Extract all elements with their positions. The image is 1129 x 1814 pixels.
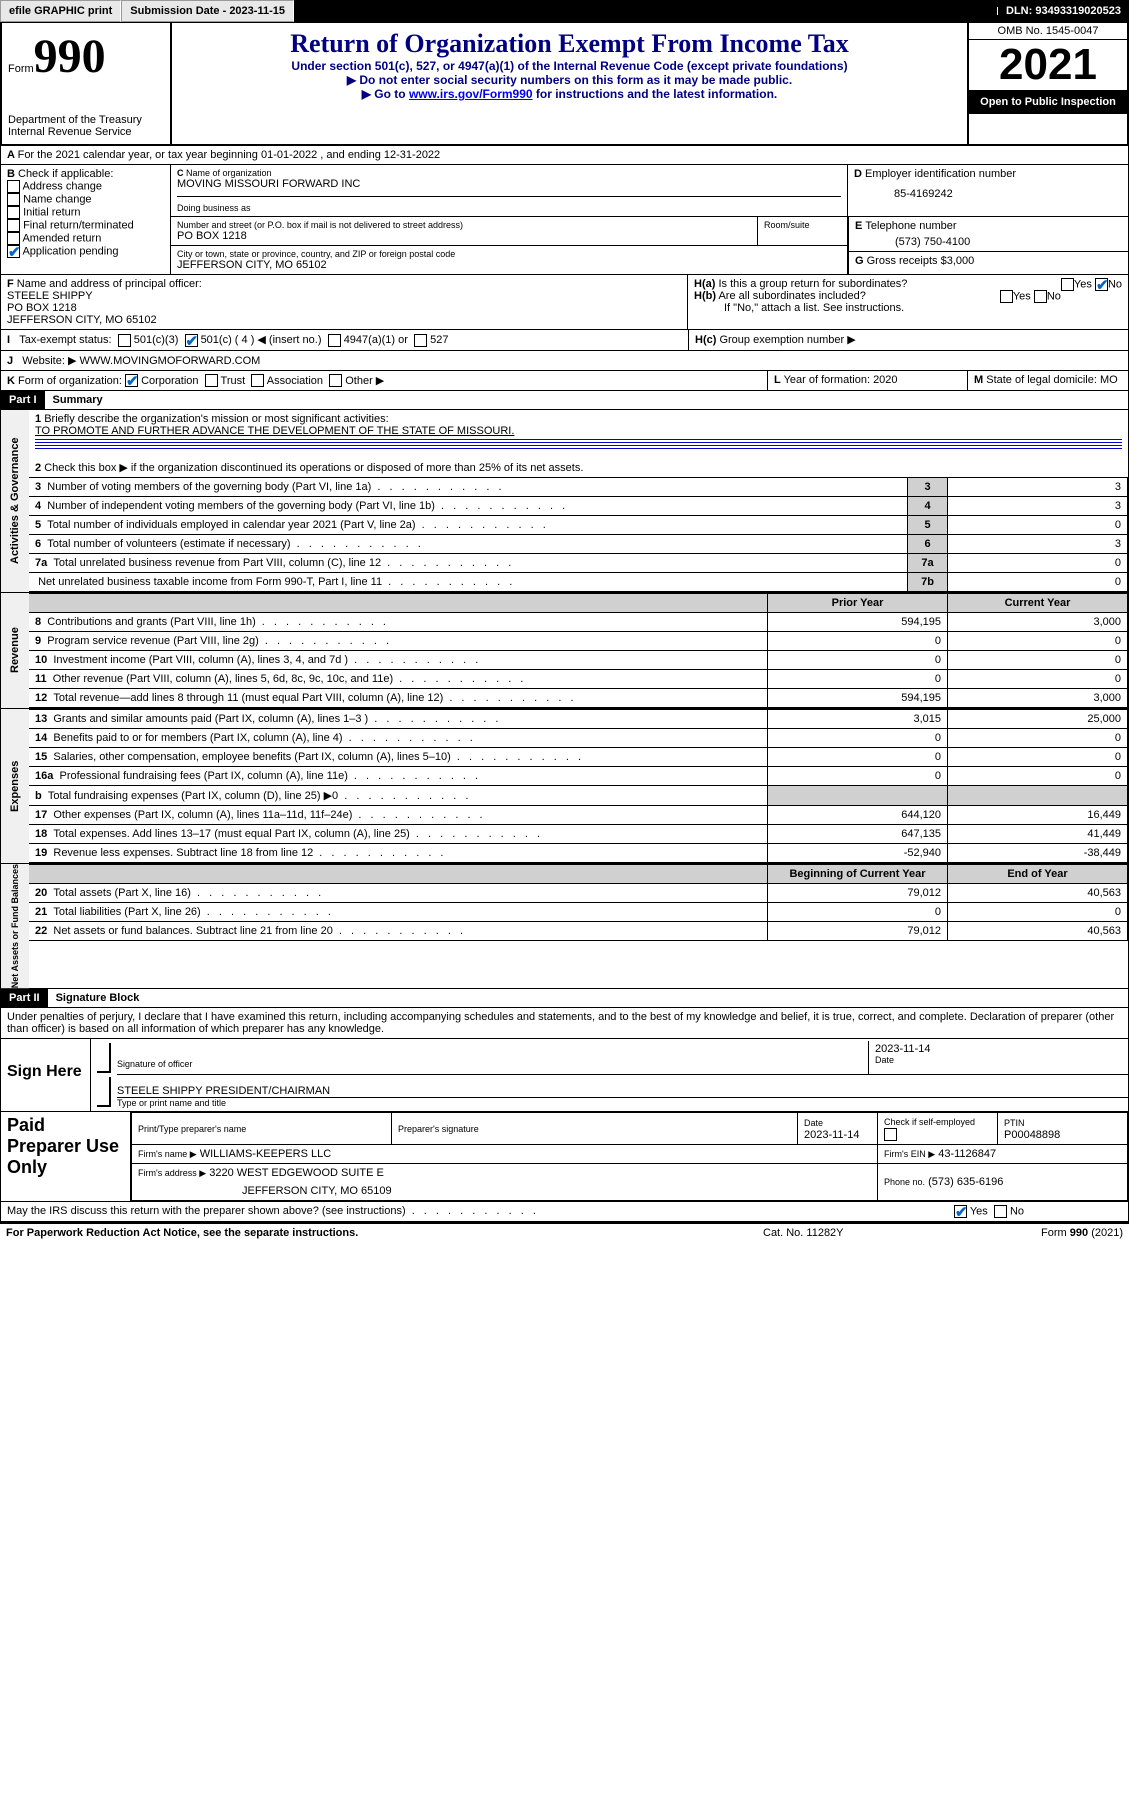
line-a: For the 2021 calendar year, or tax year … bbox=[18, 149, 441, 161]
chk-final[interactable] bbox=[7, 219, 20, 232]
part1: Part I bbox=[1, 391, 45, 409]
chk-name[interactable] bbox=[7, 193, 20, 206]
b-label: Check if applicable: bbox=[18, 168, 113, 180]
sign-here: Sign Here bbox=[1, 1039, 91, 1111]
dept: Department of the Treasury bbox=[8, 114, 164, 126]
website: WWW.MOVINGMOFORWARD.COM bbox=[79, 355, 260, 367]
sub2: Do not enter social security numbers on … bbox=[359, 73, 792, 87]
org-name: MOVING MISSOURI FORWARD INC bbox=[177, 178, 841, 190]
part2: Part II bbox=[1, 989, 48, 1007]
declaration: Under penalties of perjury, I declare th… bbox=[0, 1008, 1129, 1039]
street: PO BOX 1218 bbox=[177, 230, 751, 242]
submission-date: Submission Date - 2023-11-15 bbox=[121, 0, 294, 22]
form-label: Form bbox=[8, 63, 34, 75]
omb: OMB No. 1545-0047 bbox=[969, 23, 1127, 40]
chk-initial[interactable] bbox=[7, 206, 20, 219]
irs: Internal Revenue Service bbox=[8, 126, 164, 138]
efile-btn[interactable]: efile GRAPHIC print bbox=[0, 0, 121, 22]
chk-pending[interactable] bbox=[7, 245, 20, 258]
revenue-table: Prior YearCurrent Year 8 Contributions a… bbox=[29, 593, 1128, 708]
title: Return of Organization Exempt From Incom… bbox=[178, 29, 961, 59]
form-number: 990 bbox=[34, 30, 106, 83]
chk-address[interactable] bbox=[7, 180, 20, 193]
paid-preparer: Paid Preparer Use Only bbox=[1, 1112, 131, 1201]
dln: DLN: 93493319020523 bbox=[998, 1, 1129, 21]
topbar: efile GRAPHIC print Submission Date - 20… bbox=[0, 0, 1129, 23]
header: Form990 Department of the Treasury Inter… bbox=[0, 23, 1129, 146]
sec-expenses: Expenses bbox=[1, 709, 29, 863]
officer-name: STEELE SHIPPY PRESIDENT/CHAIRMAN bbox=[117, 1085, 1128, 1097]
sec-net: Net Assets or Fund Balances bbox=[1, 864, 29, 988]
ein: 85-4169242 bbox=[854, 180, 1122, 200]
expenses-table: 13 Grants and similar amounts paid (Part… bbox=[29, 709, 1128, 863]
irs-link[interactable]: www.irs.gov/Form990 bbox=[409, 87, 533, 101]
governance-table: 3 Number of voting members of the govern… bbox=[29, 477, 1128, 592]
sub1: Under section 501(c), 527, or 4947(a)(1)… bbox=[178, 59, 961, 73]
year: 2021 bbox=[969, 40, 1127, 90]
mission: TO PROMOTE AND FURTHER ADVANCE THE DEVEL… bbox=[35, 425, 514, 437]
sec-revenue: Revenue bbox=[1, 593, 29, 708]
sec-activities: Activities & Governance bbox=[1, 410, 29, 592]
gross: 3,000 bbox=[947, 255, 975, 267]
city: JEFFERSON CITY, MO 65102 bbox=[177, 259, 841, 271]
net-table: Beginning of Current YearEnd of Year 20 … bbox=[29, 864, 1128, 941]
phone: (573) 750-4100 bbox=[855, 232, 1122, 248]
open-inspection: Open to Public Inspection bbox=[969, 90, 1127, 114]
